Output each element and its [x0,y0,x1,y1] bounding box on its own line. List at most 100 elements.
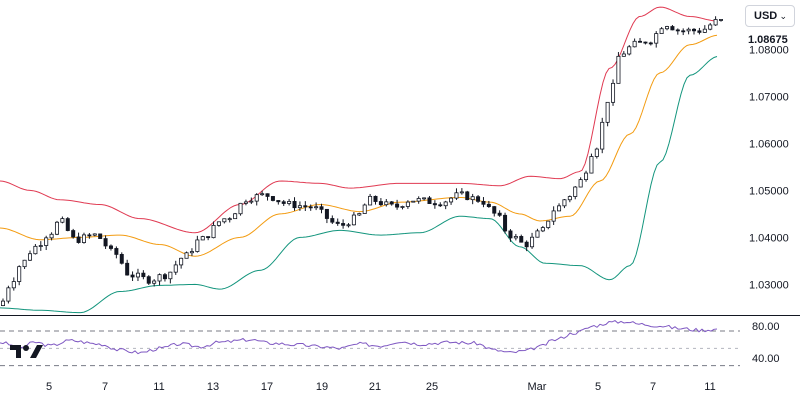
lower-band-line [0,56,718,314]
candle-body [265,193,270,197]
candle-body [141,272,146,278]
candle-body [470,196,475,201]
candle-body [233,213,238,220]
candle-body [346,224,351,227]
candle-body [319,206,324,210]
candle-body [249,200,254,203]
candle-body [670,26,675,31]
candle-body [389,201,394,205]
time-tick-label: Mar [528,381,547,393]
candle-body [465,191,470,201]
candle-body [600,121,605,150]
candle-body [638,40,643,43]
candle-body [368,195,373,206]
candle-body [135,272,140,278]
candle-body [17,266,22,282]
candle-body [573,186,578,197]
candle-body [351,214,356,226]
candle-body [335,221,340,224]
candle-body [276,200,281,203]
rsi-line [0,320,718,355]
candle-body [659,28,664,34]
candle-body [530,236,535,248]
candle-body [411,200,416,203]
candle-body [330,218,335,223]
candle-body [44,237,49,246]
rsi-tick-label: 80.00 [752,321,780,333]
candle-body [65,218,70,231]
candle-body [179,257,184,266]
rsi-pane: 80.00 40.00 [0,320,780,367]
candle-body [303,205,308,208]
candle-body [481,200,486,205]
candle-body [49,233,54,239]
candle-body [578,179,583,188]
candle-body [524,241,529,248]
candle-body [627,46,632,55]
candle-body [373,195,378,202]
candle-body [492,206,497,214]
currency-label: USD [754,10,778,22]
price-tick-label: 1.07000 [749,91,789,103]
candle-body [584,172,589,181]
candle-body [184,252,189,259]
candle-body [384,201,389,206]
candle-body [222,218,227,223]
candle-body [98,233,103,239]
candle-body [476,196,481,202]
candle-body [130,274,135,278]
candle-body [292,201,297,209]
candle-body [702,28,707,33]
candle-body [551,210,556,222]
candle-body [422,197,427,200]
candle-body [11,281,16,289]
candle-body [216,221,221,226]
candle-body [0,300,6,306]
candle-body [513,236,518,239]
candle-body [643,41,648,44]
candle-body [654,33,659,44]
candle-body [76,236,81,243]
candle-body [686,28,691,32]
bollinger-bands [0,6,718,314]
candle-body [200,236,205,241]
candle-body [562,199,567,207]
candle-body [665,26,670,30]
candle-body [314,206,319,209]
candle-body [405,201,410,207]
candlestick-series [0,16,724,307]
tradingview-logo-icon [10,345,43,358]
candle-body [416,198,421,202]
candle-body [108,245,113,249]
candle-body [260,193,265,196]
candle-body [27,253,32,261]
chevron-down-icon: ⌄ [779,10,787,21]
candle-body [238,202,243,215]
time-tick-label: 7 [650,381,656,393]
candle-body [432,203,437,206]
candle-body [378,201,383,206]
candle-body [270,196,275,201]
candle-body [681,30,686,33]
price-tick-label: 1.05000 [749,185,789,197]
candle-body [621,53,626,57]
candle-body [6,287,11,302]
candle-body [341,223,346,226]
time-tick-label: 11 [704,381,715,393]
candle-body [611,82,616,103]
candle-body [211,224,216,239]
candle-body [195,239,200,252]
time-tick-label: 17 [261,381,273,393]
price-axis: 1.08000 1.07000 1.06000 1.05000 1.04000 1.030… [749,44,789,291]
candle-body [297,205,302,209]
candle-body [33,245,38,255]
candle-body [87,234,92,237]
rsi-tick-label: 40.00 [752,353,780,365]
candle-body [459,191,464,194]
candle-body [632,40,637,48]
currency-selector-button[interactable]: USD ⌄ [745,5,795,27]
candle-body [692,28,697,32]
candle-body [60,218,65,223]
candle-body [719,19,724,21]
